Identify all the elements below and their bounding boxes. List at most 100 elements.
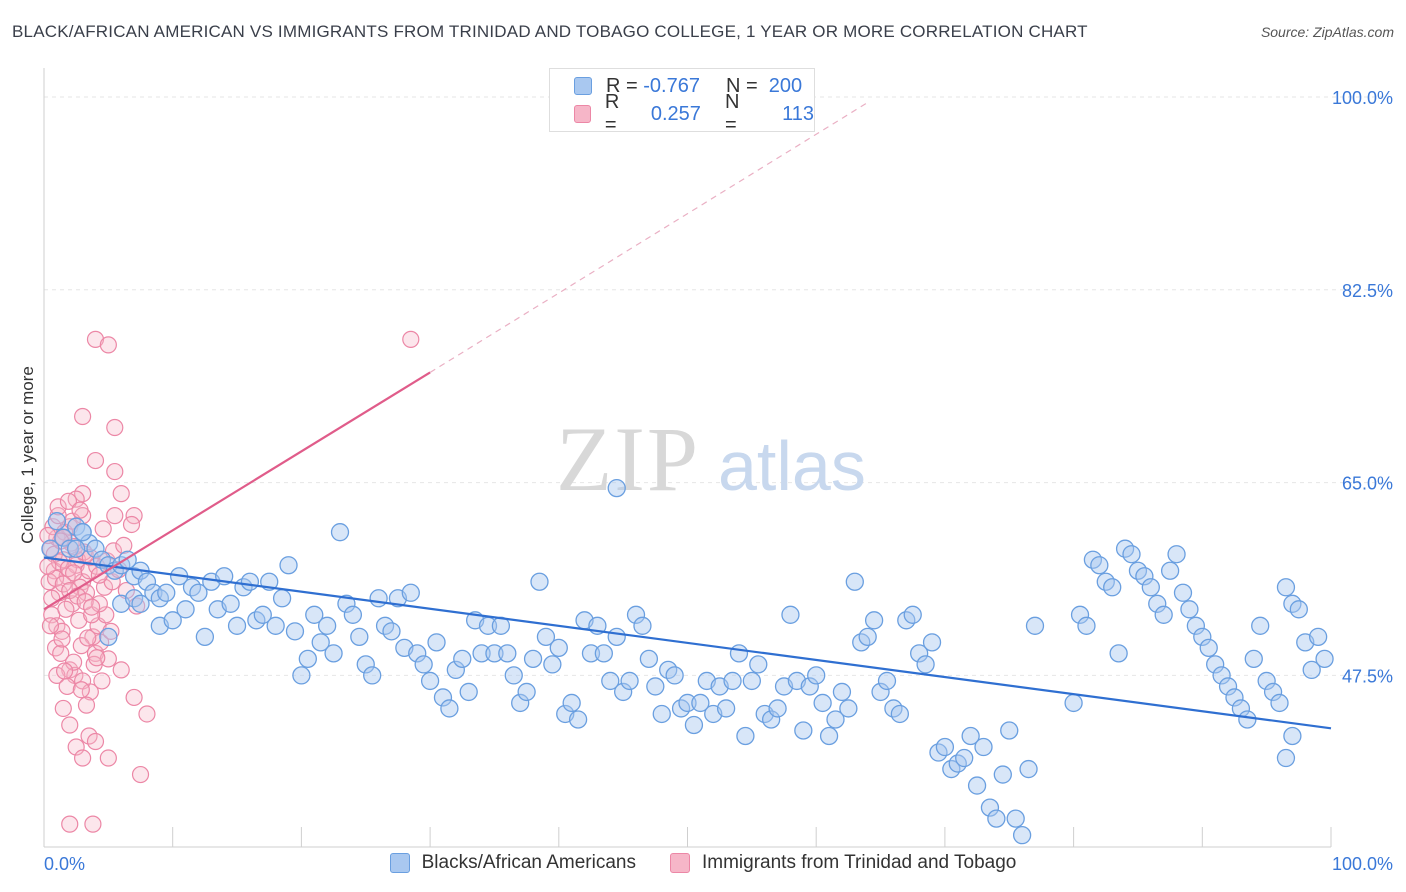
blue-point <box>131 594 150 613</box>
pink-point <box>131 765 150 784</box>
legend-item-blacks[interactable]: Blacks/African Americans <box>389 852 636 874</box>
blue-point <box>781 605 800 624</box>
blue-point <box>601 671 620 691</box>
blue-point <box>890 704 910 724</box>
blue-point <box>729 644 749 663</box>
blue-point <box>427 633 446 652</box>
blue-point <box>691 693 710 713</box>
blue-point <box>684 715 704 735</box>
blue-point <box>343 605 363 624</box>
blue-point <box>382 622 401 641</box>
blue-point <box>523 649 543 669</box>
blue-point <box>485 644 504 663</box>
pink-legend-swatch <box>669 853 690 873</box>
blue-point <box>1257 671 1276 691</box>
blue-point <box>987 809 1006 828</box>
pink-point <box>59 492 78 510</box>
n-value-blue: 200 <box>768 74 803 97</box>
blue-point <box>652 704 671 724</box>
pink-point <box>138 705 156 723</box>
x-tick-label-max: 100.0% <box>1332 854 1393 874</box>
blue-point <box>1283 726 1302 746</box>
stats-legend: R = -0.767 N = 200 R = 0.257 N = 113 <box>549 68 815 136</box>
blue-point <box>1064 693 1083 713</box>
pink-point <box>57 600 75 618</box>
blue-point <box>1251 616 1270 635</box>
blue-point <box>1167 545 1186 564</box>
blue-point <box>420 671 440 691</box>
blue-point <box>768 699 787 718</box>
blue-point <box>99 627 118 646</box>
blue-point <box>227 616 247 635</box>
blue-point <box>369 589 388 608</box>
pink-point <box>112 485 130 503</box>
blue-point <box>498 644 517 663</box>
blue-point <box>742 671 761 691</box>
blue-point <box>446 660 465 680</box>
blue-point <box>272 589 292 608</box>
blue-swatch <box>574 77 592 95</box>
pink-point <box>55 662 74 680</box>
blue-point <box>607 478 626 498</box>
pink-point <box>84 815 102 833</box>
pink-trend-extension <box>429 101 868 373</box>
blue-point <box>253 605 272 624</box>
blue-point <box>1244 649 1263 669</box>
pink-point <box>112 661 130 679</box>
pink-point <box>79 629 97 647</box>
tick-labels: 47.5% 65.0% 82.5% 100.0% 0.0% 100.0% <box>44 88 1393 874</box>
blue-point <box>916 655 935 674</box>
pink-point <box>106 418 124 437</box>
blue-point <box>794 721 813 740</box>
legend-row-pink: R = 0.257 N = 113 <box>574 91 814 136</box>
blue-point <box>337 594 356 613</box>
blue-point <box>935 737 955 757</box>
y-tick-label: 100.0% <box>1332 88 1393 108</box>
blue-point <box>1238 710 1257 729</box>
blue-point <box>1141 578 1160 597</box>
watermark-zip: ZIP <box>556 408 700 510</box>
pink-swatch <box>574 105 591 123</box>
blue-point <box>639 649 659 669</box>
blue-point <box>955 748 974 768</box>
blue-point <box>562 693 581 713</box>
blue-point <box>292 666 311 685</box>
blue-point <box>1193 627 1212 646</box>
watermark-atlas: atlas <box>718 427 866 505</box>
blue-trend-line <box>43 556 1332 730</box>
blue-point <box>1289 600 1308 619</box>
r-value-pink: 0.257 <box>650 102 701 125</box>
blue-point <box>543 655 562 674</box>
blue-point <box>54 528 73 547</box>
blue-point <box>568 710 588 729</box>
blue-point <box>620 671 639 691</box>
pink-point <box>61 716 79 734</box>
pink-point <box>84 628 102 646</box>
watermark: ZIP atlas <box>556 408 866 510</box>
blue-point <box>961 726 980 746</box>
pink-point <box>39 557 57 575</box>
blue-point <box>1308 627 1328 646</box>
blue-point <box>1225 688 1244 707</box>
n-value-pink: 113 <box>782 102 814 125</box>
blue-point <box>826 710 845 729</box>
pink-point <box>41 617 60 635</box>
blue-point <box>536 627 556 646</box>
blue-point <box>240 572 260 591</box>
grid-lines <box>44 96 1392 676</box>
blue-point <box>1000 721 1019 740</box>
blue-point <box>665 666 684 685</box>
pink-point <box>77 696 96 714</box>
blue-point <box>749 655 768 674</box>
blue-point <box>594 644 613 663</box>
pink-point <box>54 575 72 593</box>
pink-point <box>81 548 99 567</box>
y-tick-label: 82.5% <box>1342 281 1393 301</box>
legend-item-trinidad[interactable]: Immigrants from Trinidad and Tobago <box>669 852 1016 874</box>
pink-point <box>53 630 71 648</box>
blue-point <box>73 523 92 542</box>
blue-point <box>762 710 781 729</box>
blue-point <box>298 649 317 669</box>
blue-point <box>1276 748 1296 768</box>
pink-point <box>65 653 83 671</box>
